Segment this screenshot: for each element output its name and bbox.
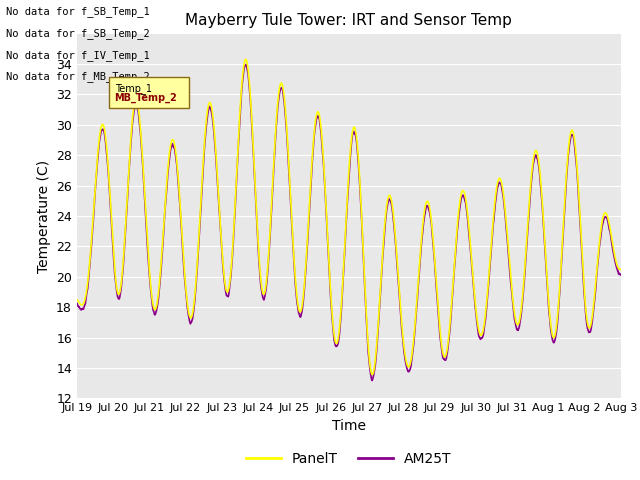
- PanelT: [242, 57, 250, 62]
- Text: MB_Temp_2: MB_Temp_2: [115, 93, 177, 103]
- AM25T: [617, 272, 625, 278]
- Legend: PanelT, AM25T: PanelT, AM25T: [240, 446, 458, 472]
- Text: Temp_1: Temp_1: [115, 83, 152, 94]
- Text: No data for f_MB_Temp_2: No data for f_MB_Temp_2: [6, 71, 150, 82]
- PanelT: [369, 372, 376, 377]
- PanelT: [225, 287, 232, 293]
- AM25T: [507, 282, 515, 288]
- PanelT: [377, 284, 385, 290]
- AM25T: [242, 61, 250, 67]
- PanelT: [584, 323, 592, 329]
- AM25T: [569, 133, 577, 139]
- X-axis label: Time: Time: [332, 419, 366, 433]
- AM25T: [365, 352, 372, 358]
- PanelT: [569, 129, 577, 134]
- Line: PanelT: PanelT: [77, 60, 621, 374]
- PanelT: [365, 346, 372, 351]
- AM25T: [377, 288, 385, 294]
- Title: Mayberry Tule Tower: IRT and Sensor Temp: Mayberry Tule Tower: IRT and Sensor Temp: [186, 13, 512, 28]
- AM25T: [369, 378, 376, 384]
- AM25T: [225, 293, 232, 299]
- PanelT: [507, 277, 515, 283]
- PanelT: [73, 297, 81, 302]
- Y-axis label: Temperature (C): Temperature (C): [36, 159, 51, 273]
- Text: No data for f_SB_Temp_1: No data for f_SB_Temp_1: [6, 6, 150, 17]
- AM25T: [584, 327, 592, 333]
- Text: No data for f_SB_Temp_2: No data for f_SB_Temp_2: [6, 28, 150, 39]
- PanelT: [617, 266, 625, 272]
- Text: No data for f_IV_Temp_1: No data for f_IV_Temp_1: [6, 49, 150, 60]
- Line: AM25T: AM25T: [77, 64, 621, 381]
- AM25T: [73, 300, 81, 306]
